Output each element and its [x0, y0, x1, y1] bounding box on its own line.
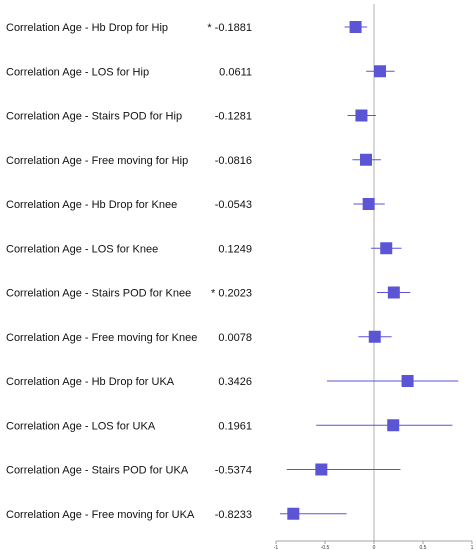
- x-axis: -1 -0.5 0 0.5 1: [274, 540, 474, 550]
- row-value: 0.1249: [218, 243, 252, 255]
- x-tick-label: 0: [373, 545, 376, 550]
- row-label: Correlation Age - Hb Drop for Hip: [6, 22, 168, 34]
- row-label: Correlation Age - Free moving for UKA: [6, 509, 195, 521]
- x-tick-label: 1: [471, 545, 474, 550]
- row-value: -0.0816: [215, 155, 252, 167]
- estimate-marker: [401, 375, 414, 387]
- estimate-marker: [368, 330, 381, 343]
- row-value: -0.8233: [215, 509, 252, 521]
- confidence-interval-layer: [279, 26, 459, 515]
- estimate-marker: [380, 242, 393, 255]
- estimate-marker: [355, 109, 368, 122]
- x-tick-label: -0.5: [321, 545, 330, 550]
- row-label: Correlation Age - Free moving for Hip: [6, 155, 188, 167]
- x-tick-label: 0.5: [420, 545, 427, 550]
- estimate-marker-layer: [287, 21, 414, 520]
- row-value: 0.0611: [219, 66, 252, 78]
- row-value: 0.0078: [218, 332, 252, 344]
- estimate-marker: [315, 463, 328, 476]
- estimate-marker: [373, 65, 386, 78]
- row-value: -0.5374: [215, 465, 252, 477]
- estimate-marker: [387, 286, 400, 299]
- row-label: Correlation Age - Free moving for Knee: [6, 332, 197, 344]
- estimate-marker: [287, 507, 300, 520]
- row-label: Correlation Age - Hb Drop for UKA: [6, 376, 175, 388]
- row-label: Correlation Age - LOS for Knee: [6, 243, 158, 255]
- estimate-marker: [349, 21, 362, 33]
- row-label-layer: Correlation Age - Hb Drop for Hip * -0.18…: [6, 22, 252, 521]
- row-value: * -0.1881: [207, 22, 252, 34]
- row-label: Correlation Age - Stairs POD for Knee: [6, 288, 191, 300]
- row-value: -0.0543: [215, 199, 252, 211]
- row-label: Correlation Age - Hb Drop for Knee: [6, 199, 177, 211]
- row-value: 0.3426: [218, 376, 252, 388]
- estimate-marker: [362, 198, 375, 210]
- row-label: Correlation Age - Stairs POD for UKA: [6, 465, 189, 477]
- row-value: 0.1961: [218, 420, 252, 432]
- row-label: Correlation Age - LOS for Hip: [6, 66, 149, 78]
- row-label: Correlation Age - LOS for UKA: [6, 420, 156, 432]
- row-value: -0.1281: [215, 111, 252, 123]
- row-label: Correlation Age - Stairs POD for Hip: [6, 111, 182, 123]
- estimate-marker: [360, 153, 373, 166]
- estimate-marker: [387, 419, 400, 432]
- x-tick-label: -1: [274, 545, 279, 550]
- row-value: * 0.2023: [211, 288, 252, 300]
